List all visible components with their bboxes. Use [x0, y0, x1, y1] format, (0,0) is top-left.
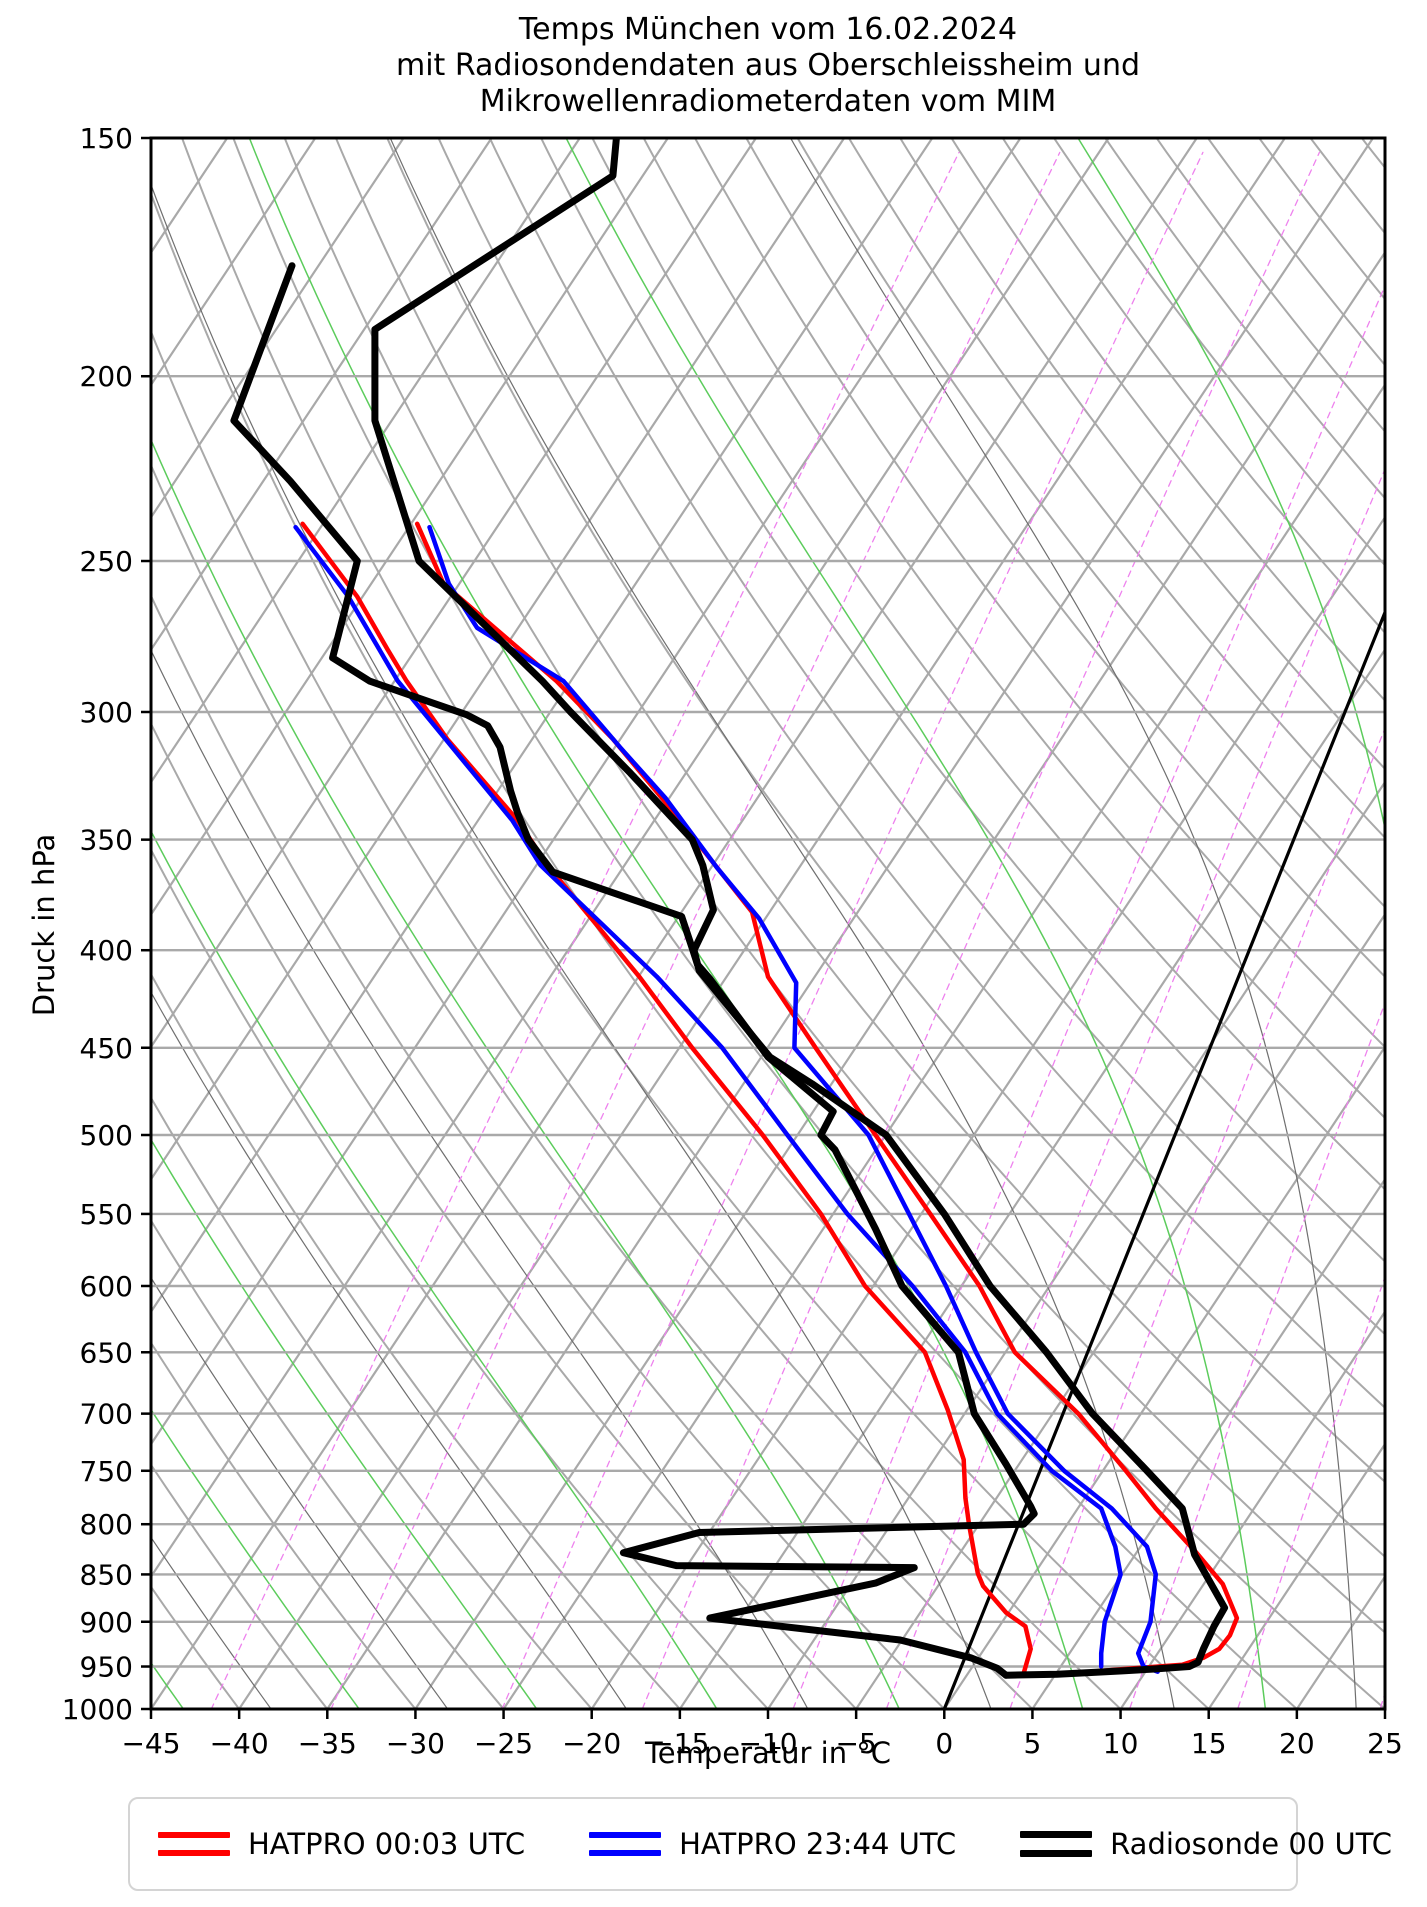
profile-hatpro2-Td: [293, 524, 1123, 1669]
y-axis-ticks: 150 200 250 300 350 400 450 500 550 600 650 700 750 8…: [62, 122, 151, 1726]
x-tick-label: 20: [1279, 1727, 1315, 1760]
y-tick-label: 900: [80, 1606, 133, 1639]
chart-title-line1: Temps München vom 16.02.2024: [518, 12, 1018, 47]
x-tick-label: −30: [386, 1727, 445, 1760]
y-tick-label: 450: [80, 1032, 133, 1065]
legend: HATPRO 00:03 UTC HATPRO 23:44 UTC Radioson…: [128, 1797, 1392, 1891]
y-tick-label: 550: [80, 1198, 133, 1231]
profile-hatpro2-T: [427, 524, 1160, 1674]
x-axis-ticks: −45 −40 −35 −30 −25 −20 −15 −10 −5 0 5 10 15 20 25: [121, 1709, 1403, 1760]
x-tick-label: −10: [738, 1727, 797, 1760]
x-tick-label: 0: [935, 1727, 953, 1760]
x-tick-label: 5: [1024, 1727, 1042, 1760]
y-tick-label: 650: [80, 1336, 133, 1369]
x-tick-label: −45: [121, 1727, 180, 1760]
x-tick-label: −25: [474, 1727, 533, 1760]
legend-line-swatch: [589, 1832, 662, 1856]
chart-title-line2: mit Radiosondendaten aus Oberschleisshei…: [395, 48, 1141, 83]
x-tick-label: −5: [836, 1727, 877, 1760]
x-axis-label: Temperatur in °C: [644, 1736, 892, 1770]
legend-line-swatch: [1020, 1831, 1093, 1857]
chart-title-line3: Mikrowellenradiometerdaten vom MIM: [479, 84, 1057, 119]
isotherm-gridlines: [151, 138, 1385, 1709]
legend-line-swatch: [158, 1832, 230, 1856]
y-tick-label: 850: [80, 1558, 133, 1591]
profile-radiosonde-Td: [230, 262, 1038, 1679]
y-tick-label: 200: [80, 360, 133, 393]
x-tick-label: 15: [1191, 1727, 1227, 1760]
x-tick-label: 25: [1367, 1727, 1403, 1760]
legend-entry-2: Radiosonde 00 UTC: [1020, 1827, 1392, 1861]
profile-hatpro1-T: [414, 521, 1240, 1675]
chart-title: Temps München vom 16.02.2024 mit Radioso…: [151, 12, 1385, 120]
y-tick-label: 500: [80, 1119, 133, 1152]
legend-label: HATPRO 00:03 UTC: [248, 1827, 526, 1861]
legend-label: Radiosonde 00 UTC: [1110, 1827, 1392, 1861]
legend-label: HATPRO 23:44 UTC: [679, 1827, 957, 1861]
y-tick-label: 700: [80, 1398, 133, 1431]
y-tick-label: 400: [80, 934, 133, 967]
y-tick-label: 300: [80, 696, 133, 729]
y-tick-label: 250: [80, 545, 133, 578]
legend-entry-0: HATPRO 00:03 UTC: [158, 1827, 525, 1861]
y-tick-label: 950: [80, 1651, 133, 1684]
y-tick-label: 1000: [62, 1693, 133, 1726]
x-tick-label: −35: [298, 1727, 357, 1760]
x-tick-label: −15: [650, 1727, 709, 1760]
profile-radiosonde-T: [371, 138, 1229, 1679]
y-tick-label: 150: [80, 122, 133, 155]
y-tick-label: 800: [80, 1508, 133, 1541]
x-tick-label: −40: [210, 1727, 269, 1760]
profile-hatpro1-Td: [300, 521, 1033, 1676]
x-tick-label: 10: [1103, 1727, 1139, 1760]
x-tick-label: −20: [562, 1727, 621, 1760]
y-tick-label: 600: [80, 1270, 133, 1303]
y-tick-label: 350: [80, 824, 133, 857]
legend-entry-1: HATPRO 23:44 UTC: [589, 1827, 956, 1861]
y-tick-label: 750: [80, 1455, 133, 1488]
